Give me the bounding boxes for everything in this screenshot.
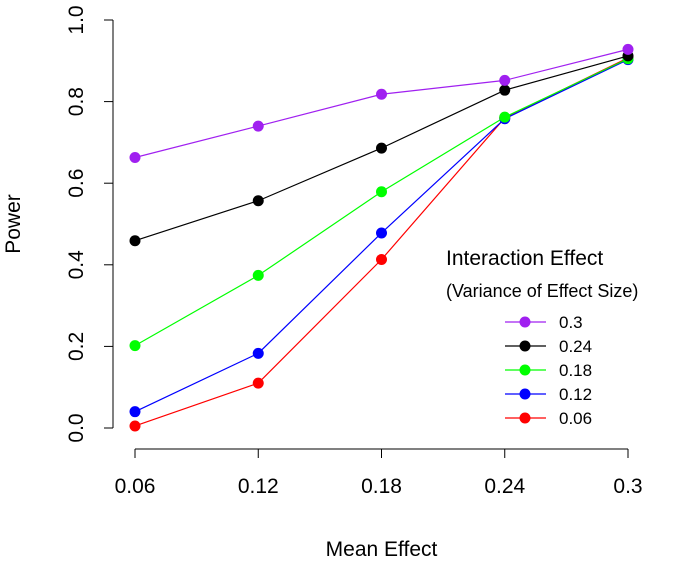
data-point — [499, 111, 511, 123]
y-tick-label: 0.4 — [65, 250, 88, 280]
y-tick-label: 0.0 — [65, 413, 88, 442]
series-line — [134, 57, 629, 427]
x-tick-label: 0.18 — [361, 475, 402, 498]
y-axis-title: Power — [2, 194, 25, 254]
y-ticks: 0.0 0.2 0.4 0.6 0.8 1.0 — [65, 5, 113, 443]
series-line — [134, 48, 629, 159]
legend-label: 0.18 — [559, 361, 592, 380]
legend-entry: 0.18 — [505, 361, 592, 380]
y-tick-label: 0.2 — [65, 332, 88, 361]
x-tick-label: 0.06 — [115, 475, 156, 498]
legend-title: Interaction Effect — [446, 247, 603, 270]
y-tick-label: 1.0 — [65, 5, 88, 34]
x-tick-label: 0.3 — [613, 475, 642, 498]
data-point — [376, 142, 387, 154]
legend-marker — [519, 316, 531, 328]
data-point — [252, 347, 264, 359]
x-axis-title: Mean Effect — [326, 538, 438, 561]
series-line — [134, 58, 629, 347]
data-point — [499, 74, 511, 86]
data-point — [376, 186, 387, 198]
data-point — [376, 227, 387, 239]
legend-marker — [519, 364, 531, 376]
axes: 0.06 0.12 0.18 0.24 0.3 0.0 0.2 0.4 0.6 0.8 1.0 M… — [2, 5, 643, 561]
legend-entry: 0.24 — [505, 337, 592, 356]
data-point — [129, 151, 141, 163]
data-point — [252, 120, 264, 132]
data-point — [129, 406, 141, 418]
legend-entry: 0.06 — [505, 409, 592, 428]
data-point — [376, 88, 387, 100]
legend-marker — [519, 412, 531, 424]
series-0.24 — [129, 50, 634, 247]
series-0.06 — [129, 52, 634, 432]
legend-entries: 0.3 0.24 0.18 0.12 0.06 — [505, 313, 592, 428]
series-0.12 — [129, 54, 634, 418]
x-tick-label: 0.12 — [238, 475, 279, 498]
data-point — [499, 84, 511, 96]
y-tick-label: 0.8 — [65, 87, 88, 116]
data-point — [252, 195, 264, 207]
data-point — [622, 43, 634, 55]
legend-marker — [519, 340, 531, 352]
series-layer — [129, 43, 634, 432]
data-point — [129, 420, 141, 432]
data-point — [129, 235, 141, 247]
legend: Interaction Effect (Variance of Effect S… — [446, 247, 638, 428]
legend-label: 0.3 — [559, 313, 583, 332]
legend-marker — [519, 388, 531, 400]
data-point — [376, 253, 387, 265]
data-point — [129, 340, 141, 352]
x-tick-label: 0.24 — [484, 475, 525, 498]
legend-entry: 0.12 — [505, 385, 592, 404]
legend-subtitle: (Variance of Effect Size) — [446, 281, 638, 301]
data-point — [252, 269, 264, 281]
data-point — [252, 377, 264, 389]
legend-entry: 0.3 — [505, 313, 583, 332]
y-tick-label: 0.6 — [65, 169, 88, 198]
x-ticks: 0.06 0.12 0.18 0.24 0.3 — [115, 449, 643, 498]
legend-label: 0.12 — [559, 385, 592, 404]
legend-label: 0.06 — [559, 409, 592, 428]
series-0.3 — [129, 43, 634, 163]
legend-label: 0.24 — [559, 337, 592, 356]
